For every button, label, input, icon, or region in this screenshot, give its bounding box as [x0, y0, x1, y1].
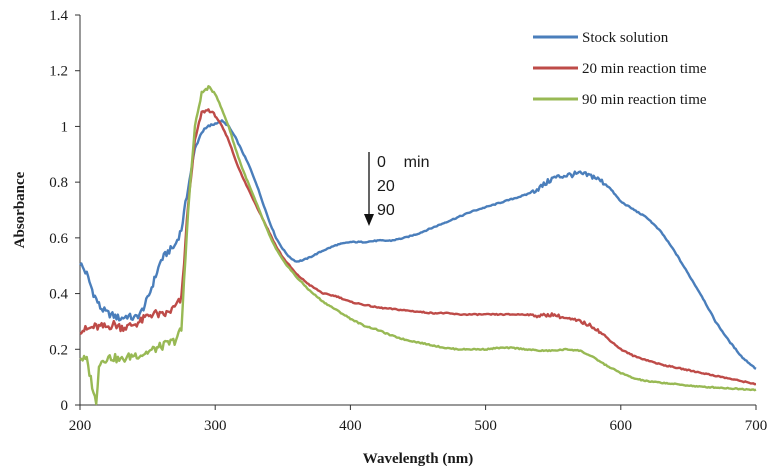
legend-label: 20 min reaction time	[582, 61, 707, 77]
y-tick-label: 0.8	[49, 175, 68, 191]
legend: Stock solution 20 min reaction time 90 min…	[533, 30, 707, 108]
y-tick-label: 1.4	[49, 8, 68, 24]
axes	[79, 15, 756, 406]
y-ticks: 0 0.2 0.4 0.6 0.8 1 1.2 1.4	[49, 8, 80, 414]
y-tick-label: 1	[61, 119, 69, 135]
y-axis-title: Absorbance	[12, 171, 28, 248]
y-tick-label: 0.6	[49, 231, 68, 247]
legend-label: Stock solution	[582, 30, 669, 46]
x-tick-label: 200	[69, 418, 92, 434]
y-tick-label: 1.2	[49, 64, 68, 80]
y-tick-label: 0.2	[49, 342, 68, 358]
series-layer	[79, 85, 757, 406]
series-line	[79, 85, 757, 406]
x-tick-label: 700	[745, 418, 768, 434]
x-tick-label: 600	[610, 418, 633, 434]
x-axis-title: Wavelength (nm)	[363, 451, 473, 467]
legend-label: 90 min reaction time	[582, 92, 707, 108]
x-tick-label: 400	[339, 418, 362, 434]
x-tick-label: 300	[204, 418, 227, 434]
annotation-line-2: 90	[377, 202, 395, 219]
y-tick-label: 0	[61, 398, 69, 414]
x-ticks: 200 300 400 500 600 700	[69, 405, 768, 434]
annotation-line-0: 0 min	[377, 154, 429, 171]
annotation-arrow-head	[364, 214, 374, 226]
y-tick-label: 0.4	[49, 287, 68, 303]
x-tick-label: 500	[474, 418, 497, 434]
time-annotation: 0 min 20 90	[364, 152, 429, 226]
annotation-line-1: 20	[377, 178, 395, 195]
